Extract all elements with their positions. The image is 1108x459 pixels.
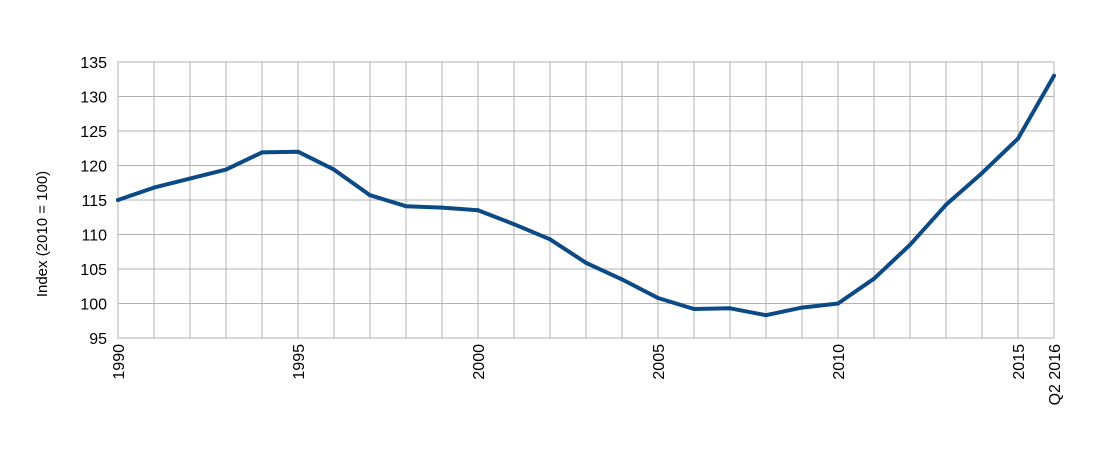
data-point [296, 149, 300, 154]
y-tick-label: 130 [80, 90, 107, 107]
x-tick-label: 2000 [471, 344, 488, 380]
series-layer [116, 73, 1056, 318]
data-point [944, 202, 948, 207]
data-point [656, 296, 660, 300]
data-point [620, 277, 624, 282]
y-tick-label: 100 [80, 297, 107, 314]
data-point [260, 150, 264, 155]
x-tick-label: 2010 [831, 344, 848, 380]
data-point [692, 307, 696, 311]
data-point [116, 198, 120, 202]
x-tick-label: 2015 [1011, 344, 1028, 380]
y-axis-title: Index (2010 = 100) [34, 171, 51, 297]
data-point [440, 205, 444, 210]
x-tick-label: 1995 [291, 344, 308, 380]
data-point [800, 305, 804, 310]
data-point [584, 260, 588, 265]
data-point [728, 306, 732, 311]
data-point [872, 276, 876, 281]
data-point [224, 167, 228, 172]
y-tick-label: 115 [81, 193, 107, 210]
y-tick-label: 125 [80, 124, 107, 141]
y-tick-label: 110 [81, 228, 107, 245]
data-point [836, 301, 840, 306]
y-tick-label: 135 [80, 55, 107, 72]
data-point [152, 185, 156, 190]
horizontal-gridlines [118, 61, 1054, 339]
y-tick-labels: 95 100 105 110 115 120 125 130 135 [80, 55, 107, 348]
y-tick-label: 105 [80, 262, 107, 279]
data-point [404, 204, 408, 209]
data-point [1016, 136, 1020, 141]
data-point [188, 176, 192, 181]
data-point [476, 208, 480, 213]
data-point [332, 167, 336, 172]
y-tick-label: 95 [89, 331, 107, 348]
x-tick-labels: 1990 1995 2000 2005 2010 2015 Q2 2016 [111, 344, 1064, 405]
x-tick-label: Q2 2016 [1047, 344, 1064, 405]
data-point [368, 193, 372, 198]
x-tick-label: 1990 [111, 344, 128, 380]
y-tick-label: 120 [80, 159, 107, 176]
data-point [908, 242, 912, 247]
x-tick-label: 2005 [651, 344, 668, 380]
data-point [512, 222, 516, 227]
data-point [980, 171, 984, 176]
data-point [548, 237, 552, 242]
data-point [1052, 73, 1056, 78]
data-point [764, 313, 768, 318]
